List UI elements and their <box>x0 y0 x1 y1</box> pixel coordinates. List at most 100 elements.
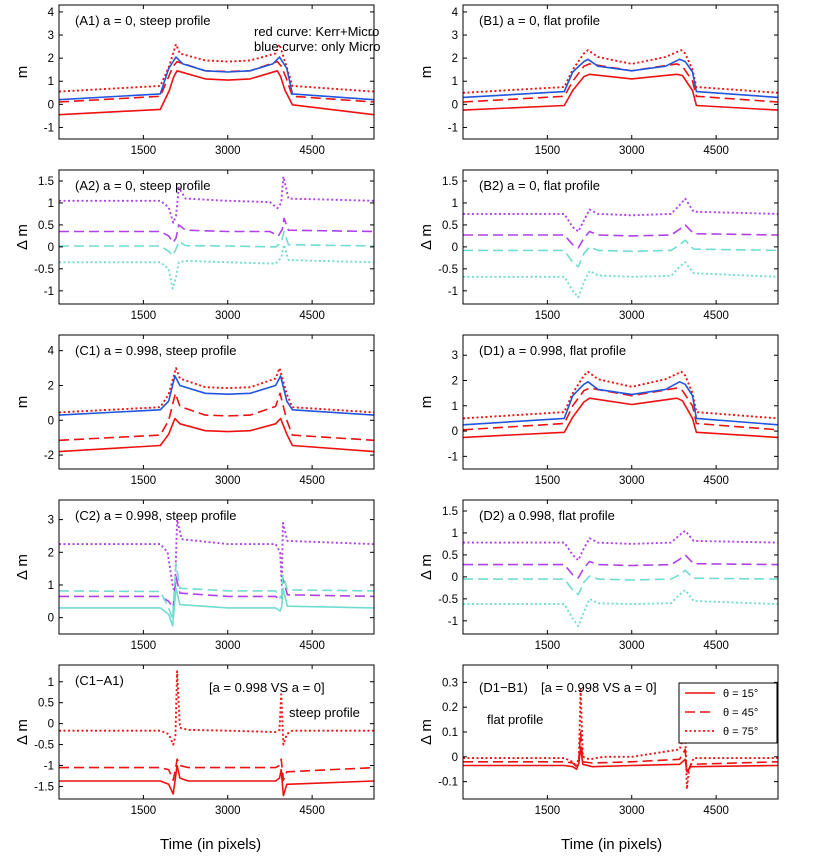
x-axis-title-right: Time (in pixels) <box>561 836 662 853</box>
y-tick-label: 4 <box>48 346 55 358</box>
y-tick-label: 0.3 <box>442 677 458 689</box>
series-group <box>59 518 374 627</box>
x-tick-label: 3000 <box>619 475 645 487</box>
series-line-c2-0 <box>59 518 374 595</box>
y-tick-label: 1 <box>452 528 458 540</box>
series-line-d2-2 <box>463 569 778 596</box>
y-tick-label: 1.5 <box>442 176 458 188</box>
x-tick-label: 1500 <box>535 475 561 487</box>
axes-box <box>462 169 779 305</box>
x-tick-label: 1500 <box>131 805 157 817</box>
series-group <box>59 670 374 797</box>
y-tick-label: 1 <box>452 401 458 413</box>
y-tick-label: -0.1 <box>438 777 458 789</box>
panel-label: (B1) a = 0, flat profile <box>479 13 600 28</box>
series-line-c1-2 <box>59 367 374 414</box>
panel-label: (D1) a = 0.998, flat profile <box>479 343 626 358</box>
series-group <box>463 688 778 791</box>
y-tick-label: 2 <box>48 53 54 65</box>
legend-label-15: θ = 15° <box>723 688 758 700</box>
panel-label: (D1−B1) <box>479 680 528 695</box>
series-line-d1-2 <box>463 370 778 420</box>
series-line-a1-0 <box>59 70 374 116</box>
panel-label: (C1) a = 0.998, steep profile <box>75 343 237 358</box>
y-tick-label: 0 <box>48 415 54 427</box>
series-group <box>463 529 778 628</box>
axes-box <box>58 169 375 305</box>
y-tick-label: 4 <box>452 7 459 19</box>
y-tick-label: 1 <box>452 198 458 210</box>
series-line-a2-1 <box>59 217 374 244</box>
y-axis-label: Δ m <box>418 719 435 745</box>
axes-box <box>58 334 375 470</box>
x-tick-label: 3000 <box>215 640 241 652</box>
legend-label-75: θ = 75° <box>723 726 758 738</box>
axes-box <box>462 4 779 140</box>
y-tick-label: 2 <box>48 547 54 559</box>
y-tick-label: 0.5 <box>38 220 54 232</box>
y-tick-label: -1 <box>448 451 458 463</box>
series-line-d1-b1-2 <box>463 746 778 773</box>
axes-box <box>58 4 375 140</box>
series-line-b1-2 <box>463 49 778 94</box>
series-group <box>59 367 374 453</box>
panel-b1: 1500 3000 4500 -1 0 1 2 3 4 m (B1) a = 0, flat pro… <box>418 4 779 157</box>
x-tick-label: 4500 <box>299 310 325 322</box>
axes-box <box>462 499 779 635</box>
panel-d1: 1500 3000 4500 -1 0 1 2 3 m (D1) a = 0.998, flat … <box>418 334 779 487</box>
y-tick-label: 1 <box>48 677 54 689</box>
series-line-c1-a1-2 <box>59 764 374 797</box>
series-line-d2-0 <box>463 529 778 562</box>
y-tick-label: -1 <box>44 122 54 134</box>
x-tick-label: 4500 <box>703 640 729 652</box>
y-tick-label: 2 <box>452 376 458 388</box>
x-tick-label: 3000 <box>619 310 645 322</box>
y-tick-label: 1 <box>48 76 54 88</box>
y-tick-label: -0.5 <box>438 264 458 276</box>
y-tick-label: 3 <box>452 30 458 42</box>
y-tick-label: -0.5 <box>34 740 54 752</box>
series-line-c2-1 <box>59 576 374 609</box>
series-line-b2-0 <box>463 197 778 233</box>
x-tick-label: 1500 <box>131 310 157 322</box>
panel-c1: 1500 3000 4500 -2 0 2 4 m (C1) a = 0.998, steep … <box>14 334 375 487</box>
series-line-d2-1 <box>463 554 778 579</box>
y-tick-label: 0 <box>48 719 54 731</box>
series-line-c1-0 <box>59 417 374 453</box>
panel-label: (A1) a = 0, steep profile <box>75 13 211 28</box>
y-tick-label: 0 <box>452 752 458 764</box>
x-tick-label: 1500 <box>131 640 157 652</box>
panel-label: (B2) a = 0, flat profile <box>479 178 600 193</box>
y-tick-label: 3 <box>48 515 54 527</box>
x-tick-label: 1500 <box>131 475 157 487</box>
panel-d2: 1500 3000 4500 -1 -0.5 0 0.5 1 1.5 Δ m (D2) a 0.99… <box>418 499 779 652</box>
series-line-c1-a1-0 <box>59 670 374 746</box>
y-tick-label: 0.1 <box>442 727 458 739</box>
x-tick-label: 3000 <box>215 475 241 487</box>
panel-b2: 1500 3000 4500 -1 -0.5 0 0.5 1 1.5 Δ m (B2) a = 0,… <box>418 169 779 322</box>
profile-label: steep profile <box>289 705 360 720</box>
y-tick-label: 1 <box>452 76 458 88</box>
series-line-d1-3 <box>463 381 778 426</box>
axes-box <box>462 334 779 470</box>
y-axis-label: m <box>418 396 435 409</box>
x-tick-label: 1500 <box>535 145 561 157</box>
y-tick-label: -0.5 <box>34 264 54 276</box>
series-line-d2-3 <box>463 589 778 628</box>
x-tick-label: 3000 <box>215 805 241 817</box>
y-tick-label: -1 <box>448 122 458 134</box>
y-axis-label: Δ m <box>14 719 31 745</box>
y-tick-label: 0.5 <box>38 698 54 710</box>
x-tick-label: 1500 <box>535 640 561 652</box>
panel-label: (D2) a 0.998, flat profile <box>479 508 615 523</box>
x-tick-label: 4500 <box>299 640 325 652</box>
legend: θ = 15° θ = 45° θ = 75° <box>678 682 778 744</box>
x-tick-label: 3000 <box>619 805 645 817</box>
series-line-d1-0 <box>463 397 778 439</box>
y-tick-label: 0 <box>48 613 54 625</box>
y-tick-label: 0.2 <box>442 702 458 714</box>
y-tick-label: 4 <box>48 7 55 19</box>
x-tick-label: 3000 <box>215 310 241 322</box>
